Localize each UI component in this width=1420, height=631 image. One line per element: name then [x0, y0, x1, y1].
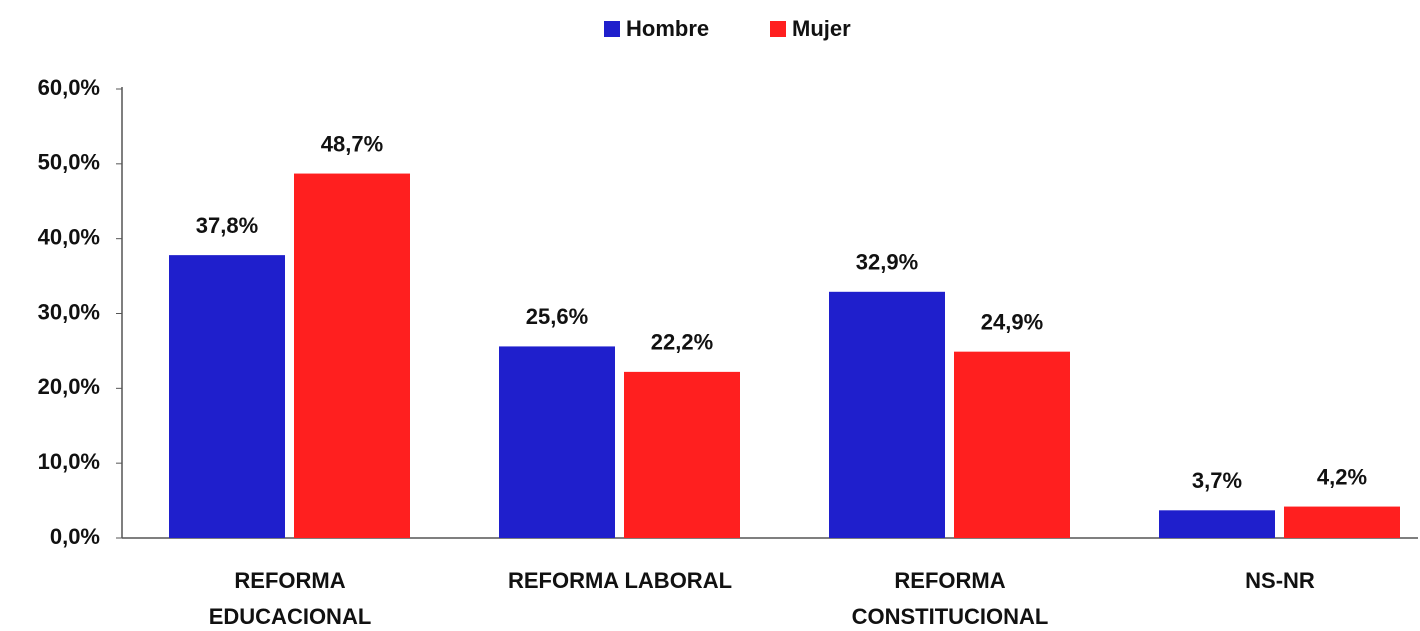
x-tick-label: REFORMA EDUCACIONAL	[208, 568, 372, 629]
bar	[1159, 510, 1275, 538]
x-tick-label: REFORMA CONSTITUCIONAL	[851, 568, 1049, 629]
y-tick-label: 20,0%	[38, 374, 100, 399]
bar	[624, 371, 740, 538]
data-label: 37,8%	[196, 213, 258, 238]
legend-swatch	[604, 21, 620, 37]
data-label: 4,2%	[1317, 464, 1367, 489]
data-label: 24,9%	[981, 309, 1043, 334]
data-label: 25,6%	[526, 304, 588, 329]
bar	[954, 351, 1070, 538]
bar	[499, 346, 615, 538]
legend-label: Hombre	[626, 16, 709, 41]
y-tick-label: 0,0%	[50, 524, 100, 549]
data-label: 32,9%	[856, 250, 918, 275]
y-tick-label: 10,0%	[38, 449, 100, 474]
data-label: 3,7%	[1192, 468, 1242, 493]
bar	[294, 173, 410, 539]
y-tick-label: 30,0%	[38, 299, 100, 324]
legend-label: Mujer	[792, 16, 851, 41]
bar	[1284, 506, 1400, 538]
bar	[829, 291, 945, 538]
y-tick-label: 40,0%	[38, 224, 100, 249]
data-label: 22,2%	[651, 330, 713, 355]
y-tick-label: 50,0%	[38, 150, 100, 175]
legend-swatch	[770, 21, 786, 37]
x-tick-label: REFORMA LABORAL	[507, 568, 733, 593]
data-label: 48,7%	[321, 131, 383, 156]
bar	[169, 255, 285, 538]
x-tick-label: NS-NR	[1245, 568, 1315, 593]
y-tick-label: 60,0%	[38, 75, 100, 100]
